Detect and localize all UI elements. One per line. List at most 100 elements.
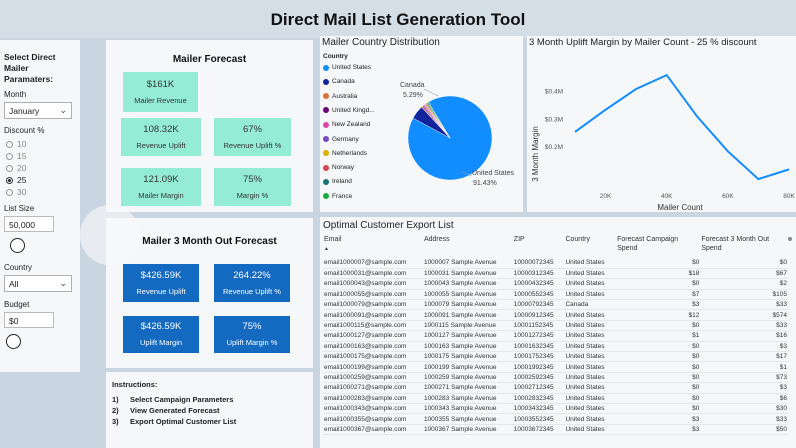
country-pie-chart: Canada 5.29% United States 91.43% xyxy=(400,82,515,187)
table-cell: 1000343 Sample Avenue xyxy=(422,403,513,415)
month-dropdown[interactable]: January ⌄ xyxy=(4,102,72,119)
list-size-input[interactable]: 50,000 xyxy=(4,216,54,232)
column-header[interactable]: Forecast Campaign Spend xyxy=(616,235,700,258)
table-row[interactable]: email1000367@sample.com 1000367 Sample Av… xyxy=(323,424,788,436)
table-row[interactable]: email1000079@sample.com 1000079 Sample Av… xyxy=(323,299,788,311)
table-cell: $3 xyxy=(700,341,788,353)
pie-slice-other[interactable] xyxy=(427,101,451,139)
table-row[interactable]: email1000115@sample.com 1000115 Sample Av… xyxy=(323,320,788,332)
background-bar xyxy=(0,0,796,38)
legend-item[interactable]: Ireland xyxy=(323,178,352,185)
table-row[interactable]: email1000031@sample.com 1000031 Sample Av… xyxy=(323,268,788,280)
column-header[interactable]: Forecast 3 Month Out Spend xyxy=(700,235,788,258)
table-row[interactable]: email1000259@sample.com 1000259 Sample Av… xyxy=(323,372,788,384)
month-value: January xyxy=(9,106,40,116)
uplift-chart-title: 3 Month Uplift Margin by Mailer Count - … xyxy=(529,37,757,48)
three-month-revenue-uplift-pct-card: 264.22% Revenue Uplift % xyxy=(214,264,290,302)
table-row[interactable]: email1000127@sample.com 1000127 Sample Av… xyxy=(323,330,788,342)
column-header-label: Forecast 3 Month Out Spend xyxy=(701,236,770,252)
table-row[interactable]: email1000355@sample.com 1000355 Sample Av… xyxy=(323,413,788,425)
legend-item[interactable]: Norway xyxy=(323,164,354,171)
table-row[interactable]: email1000091@sample.com 1000091 Sample Av… xyxy=(323,309,788,321)
discount-option-label: 30 xyxy=(17,187,27,197)
canada-label-leader xyxy=(423,88,439,97)
table-cell: United States xyxy=(564,330,617,342)
table-cell: United States xyxy=(564,289,617,301)
legend-item[interactable]: United States xyxy=(323,64,371,71)
table-row[interactable]: email1000175@sample.com 1000175 Sample Av… xyxy=(323,351,788,363)
uplift-series-line xyxy=(574,73,790,181)
table-cell: 10000912345 xyxy=(512,309,565,321)
column-header[interactable]: Address xyxy=(423,235,513,258)
table-row[interactable]: email1000007@sample.com 1000007 Sample Av… xyxy=(323,258,788,269)
list-size-slider-handle[interactable] xyxy=(10,238,25,253)
table-cell: 10002832345 xyxy=(512,393,565,404)
legend-item[interactable]: Canada xyxy=(323,78,355,85)
legend-item[interactable]: France xyxy=(323,193,352,200)
column-header[interactable]: Email ▲ xyxy=(323,235,423,258)
column-header[interactable]: Country xyxy=(564,235,616,258)
country-dropdown[interactable]: All ⌄ xyxy=(4,275,72,292)
discount-option-25[interactable]: 25 xyxy=(4,174,80,186)
table-cell: United States xyxy=(564,320,617,332)
table-cell: $16 xyxy=(700,330,788,342)
table-cell: $1 xyxy=(616,330,701,342)
table-row[interactable]: email1000271@sample.com 1000271 Sample Av… xyxy=(323,382,788,394)
table-cell: United States xyxy=(564,278,617,290)
legend-item[interactable]: New Zealand xyxy=(323,121,370,128)
y-axis-title: 3 Month Margin xyxy=(531,126,540,182)
instruction-step: 1) Select Campaign Parameters xyxy=(112,395,313,406)
discount-option-15[interactable]: 15 xyxy=(4,150,80,162)
table-cell: United States xyxy=(564,403,617,415)
table-cell: email1000115@sample.com xyxy=(323,320,423,332)
budget-input[interactable]: $0 xyxy=(4,312,54,328)
table-cell: 10002592345 xyxy=(512,372,565,384)
table-cell: $6 xyxy=(700,393,788,404)
discount-option-10[interactable]: 10 xyxy=(4,138,80,150)
column-header-label: ZIP xyxy=(513,236,525,243)
table-cell: $33 xyxy=(700,413,788,425)
legend-item[interactable]: Germany xyxy=(323,136,359,143)
table-row[interactable]: email1000199@sample.com 1000199 Sample Av… xyxy=(323,361,788,373)
table-row[interactable]: email1000343@sample.com 1000343 Sample Av… xyxy=(323,403,788,415)
table-cell: email1000343@sample.com xyxy=(323,403,423,415)
table-cell: $18 xyxy=(616,268,701,280)
table-cell: United States xyxy=(564,268,617,280)
mailer-revenue-value: $161K xyxy=(146,78,175,90)
discount-radio-group: 10 15 20 25 30 xyxy=(4,138,80,198)
table-row[interactable]: email1000283@sample.com 1000283 Sample Av… xyxy=(323,393,788,404)
uplift-margin-label: Uplift Margin xyxy=(139,338,183,347)
radio-circle-icon xyxy=(6,140,13,148)
table-cell: 10000432345 xyxy=(512,278,565,290)
table-title: Optimal Customer Export List xyxy=(323,220,454,231)
scrollbar-thumb[interactable] xyxy=(788,237,792,241)
table-cell: 1000199 Sample Avenue xyxy=(422,361,513,373)
discount-option-20[interactable]: 20 xyxy=(4,162,80,174)
legend-item[interactable]: United Kingd... xyxy=(323,107,375,114)
legend-item[interactable]: Australia xyxy=(323,93,357,100)
table-cell: 10000792345 xyxy=(512,299,565,311)
table-cell: United States xyxy=(564,351,617,363)
table-row[interactable]: email1000163@sample.com 1000163 Sample Av… xyxy=(323,341,788,353)
table-cell: $1 xyxy=(700,361,788,373)
three-month-revenue-uplift-pct-value: 264.22% xyxy=(233,269,271,281)
table-cell: 1000175 Sample Avenue xyxy=(422,351,513,363)
table-cell: United States xyxy=(564,372,617,384)
table-row[interactable]: email1000055@sample.com 1000055 Sample Av… xyxy=(323,289,788,301)
table-cell: 1000115 Sample Avenue xyxy=(422,320,513,332)
chevron-down-icon: ⌄ xyxy=(59,278,67,288)
table-cell: $17 xyxy=(700,351,788,363)
discount-option-30[interactable]: 30 xyxy=(4,186,80,198)
table-cell: email1000355@sample.com xyxy=(323,413,423,425)
x-tick-label: 20K xyxy=(600,193,612,200)
legend-item[interactable]: Netherlands xyxy=(323,150,367,157)
column-header[interactable]: ZIP xyxy=(513,235,565,258)
sort-ascending-icon[interactable]: ▲ xyxy=(324,246,329,252)
table-cell: 10003552345 xyxy=(512,413,565,425)
table-row[interactable]: email1000043@sample.com 1000043 Sample Av… xyxy=(323,278,788,290)
table-cell: $3 xyxy=(616,413,701,425)
discount-option-label: 10 xyxy=(17,139,27,149)
column-header-label: Email xyxy=(324,236,342,243)
radio-circle-icon xyxy=(6,188,13,196)
budget-slider-handle[interactable] xyxy=(6,334,21,349)
